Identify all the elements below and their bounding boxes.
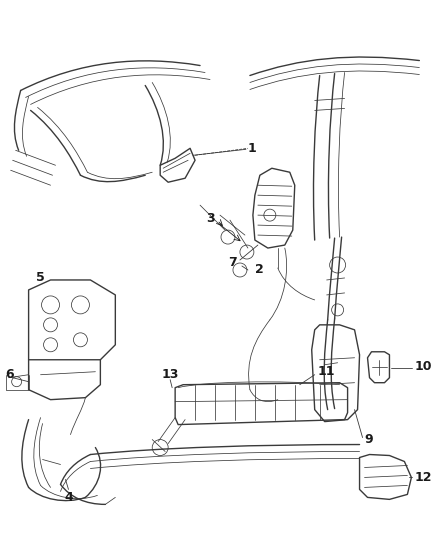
- Text: 6: 6: [6, 368, 14, 381]
- Text: 2: 2: [255, 263, 264, 277]
- Text: 5: 5: [36, 271, 45, 285]
- Text: 10: 10: [414, 360, 432, 373]
- Text: 13: 13: [162, 368, 179, 381]
- Text: 9: 9: [364, 433, 373, 446]
- Text: 3: 3: [206, 212, 215, 224]
- Text: 12: 12: [414, 471, 432, 484]
- Text: 1: 1: [248, 142, 257, 155]
- Text: 7: 7: [228, 255, 237, 269]
- Text: 4: 4: [64, 491, 73, 504]
- Text: 11: 11: [318, 365, 335, 378]
